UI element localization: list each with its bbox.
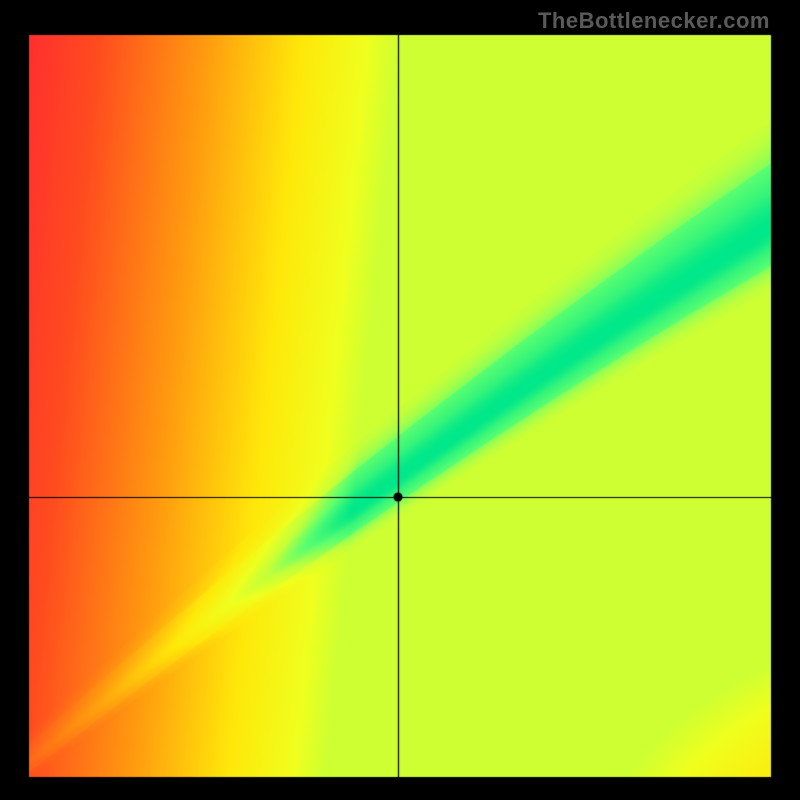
heatmap-canvas [0,0,800,800]
watermark-text: TheBottlenecker.com [538,8,770,34]
chart-container: TheBottlenecker.com [0,0,800,800]
